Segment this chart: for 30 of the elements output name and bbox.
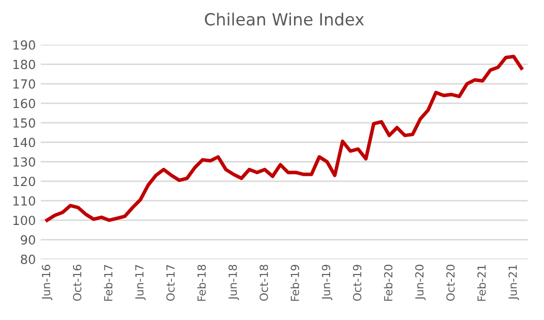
x-tick-label: Oct-18	[260, 264, 268, 301]
x-tick-label: Feb-19	[290, 264, 300, 301]
x-tick-label: Feb-18	[197, 264, 206, 301]
y-tick-label: 90	[20, 235, 36, 245]
y-tick-label: 190	[13, 40, 36, 50]
y-tick-label: 180	[13, 60, 36, 70]
x-tick-label: Jun-17	[135, 265, 146, 300]
line-series	[45, 54, 524, 222]
y-tick-label: 80	[20, 254, 36, 264]
x-tick-label: Feb-21	[477, 265, 486, 301]
y-tick-label: 170	[13, 79, 36, 89]
x-tick-label: Jun-16	[42, 264, 52, 300]
y-tick-label: 140	[13, 138, 36, 148]
x-tick-label: Feb-17	[104, 265, 112, 301]
x-tick-label: Jun-20	[415, 264, 426, 300]
x-tick-label: Oct-17	[166, 265, 175, 301]
x-tick-label: Jun-19	[322, 264, 332, 300]
y-tick-label: 120	[13, 176, 36, 186]
x-tick-label: Oct-20	[446, 264, 455, 301]
y-tick-label: 110	[13, 196, 36, 206]
y-tick-label: 130	[13, 157, 36, 167]
y-tick-label: 150	[13, 118, 36, 128]
y-tick-label: 160	[13, 98, 36, 108]
y-tick-label: 100	[13, 216, 36, 226]
x-tick-label: Feb-20	[384, 264, 392, 301]
x-tick-label: Jun-18	[228, 264, 239, 300]
chart-title: Chilean Wine Index	[204, 12, 364, 26]
x-tick-label: Oct-16	[72, 264, 82, 301]
x-tick-label: Oct-19	[352, 264, 362, 301]
x-tick-label: Jun-21	[508, 265, 519, 300]
